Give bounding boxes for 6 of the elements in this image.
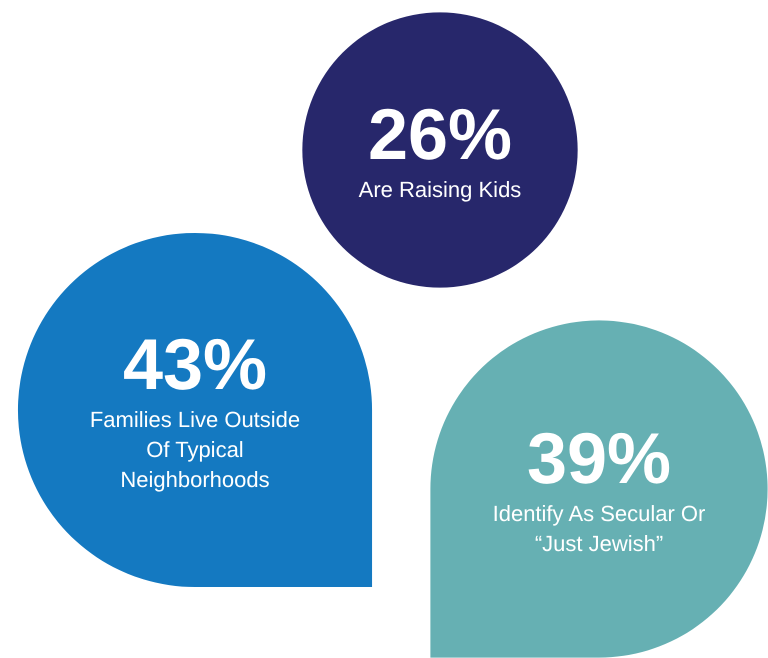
data-label: 26% [366,95,514,175]
data-label: 43% [122,325,268,405]
category-label: Identify As Secular Or “Just Jewish” [492,500,706,558]
category-label: Are Raising Kids [358,176,522,204]
data-label: 39% [526,419,672,499]
category-label: Families Live Outside Of Typical Neighborhoods [88,406,302,494]
